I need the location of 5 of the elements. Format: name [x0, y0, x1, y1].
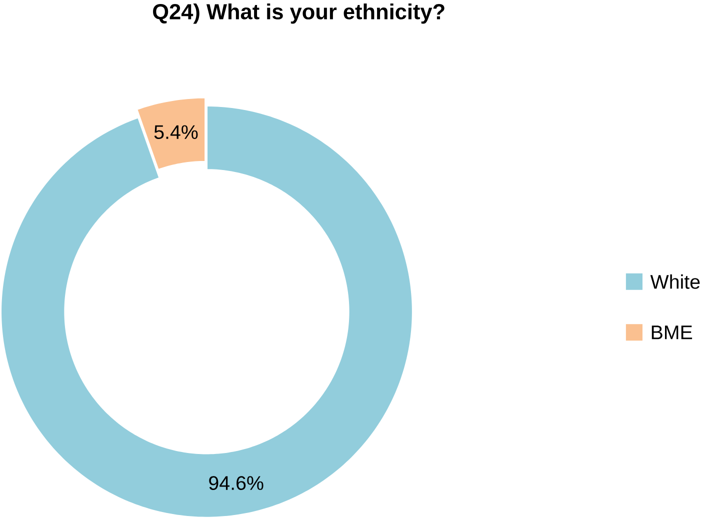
legend-label: White: [650, 274, 700, 289]
data-label: 94.6%: [209, 476, 264, 490]
chart-title: Q24) What is your ethnicity?: [153, 3, 444, 24]
legend-label: BME: [652, 325, 692, 339]
data-label: 5.4%: [154, 125, 198, 139]
